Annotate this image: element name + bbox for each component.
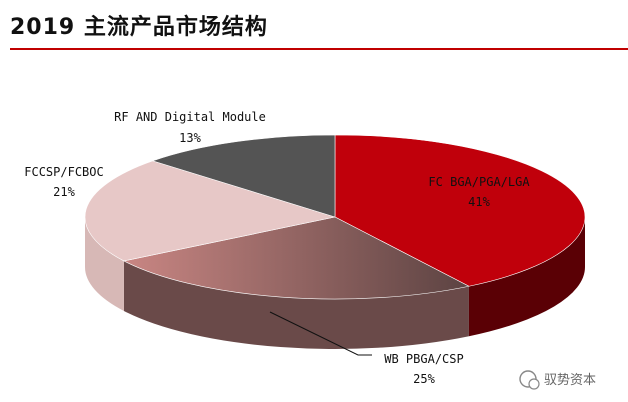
pie-slice-fc-bga — [334, 134, 586, 287]
pie-side-wb-pbga — [123, 260, 469, 350]
watermark-text: 驭势资本 — [544, 372, 596, 388]
pie-slice-rf-digital — [151, 134, 336, 218]
label-wb-pbga-value: 25% — [413, 372, 435, 386]
label-rf-digital-name: RF AND Digital Module — [114, 110, 266, 124]
label-fccsp-value: 21% — [53, 185, 75, 199]
label-fccsp-name: FCCSP/FCBOC — [24, 165, 103, 179]
leader-line-wb — [269, 311, 372, 356]
title-divider — [10, 48, 628, 50]
label-fc-bga-value: 41% — [468, 195, 490, 209]
watermark: 驭势资本 — [519, 370, 596, 390]
page-title: 2019 主流产品市场结构 — [10, 15, 268, 40]
pie-side-fc-bga — [468, 217, 585, 337]
pie-side-fccsp — [85, 217, 124, 311]
label-rf-digital-value: 13% — [179, 131, 201, 145]
pie-slice-wb-pbga — [123, 216, 470, 300]
pie-slice-fccsp — [84, 160, 336, 262]
label-fc-bga-name: FC BGA/PGA/LGA — [428, 175, 530, 189]
wechat-icon-inner — [528, 378, 540, 390]
label-wb-pbga-name: WB PBGA/CSP — [384, 352, 463, 366]
